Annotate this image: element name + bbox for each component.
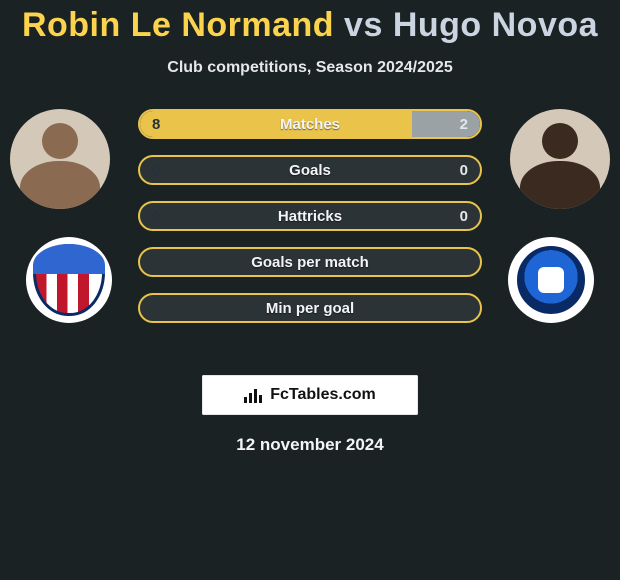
- stat-label: Min per goal: [140, 295, 480, 321]
- stat-value-right: 2: [460, 111, 468, 137]
- stat-rows: 8 Matches 2 0 Goals 0 0 Hattricks 0: [138, 109, 482, 339]
- stat-value-right: 0: [460, 157, 468, 183]
- stat-row-hattricks: 0 Hattricks 0: [138, 201, 482, 231]
- stat-row-min-per-goal: Min per goal: [138, 293, 482, 323]
- stat-value-right: 0: [460, 203, 468, 229]
- page-title: Robin Le Normand vs Hugo Novoa: [0, 6, 620, 45]
- player2-club-crest: [508, 237, 594, 323]
- stat-row-matches: 8 Matches 2: [138, 109, 482, 139]
- player2-avatar: [510, 109, 610, 209]
- title-vs: vs: [344, 6, 383, 44]
- player1-avatar: [10, 109, 110, 209]
- title-player1: Robin Le Normand: [22, 6, 334, 44]
- subtitle: Club competitions, Season 2024/2025: [0, 59, 620, 77]
- title-player2: Hugo Novoa: [393, 6, 598, 44]
- stat-row-goals-per-match: Goals per match: [138, 247, 482, 277]
- brand-badge: FcTables.com: [202, 375, 418, 415]
- stat-label: Goals per match: [140, 249, 480, 275]
- stat-label: Matches: [140, 111, 480, 137]
- alaves-crest-icon: [517, 246, 586, 315]
- atletico-crest-icon: [33, 244, 105, 316]
- player2-silhouette-icon: [510, 109, 610, 209]
- stats-area: 8 Matches 2 0 Goals 0 0 Hattricks 0: [0, 109, 620, 369]
- player1-silhouette-icon: [10, 109, 110, 209]
- bars-icon: [244, 387, 262, 403]
- comparison-card: Robin Le Normand vs Hugo Novoa Club comp…: [0, 0, 620, 580]
- stat-label: Goals: [140, 157, 480, 183]
- player1-club-crest: [26, 237, 112, 323]
- brand-text: FcTables.com: [270, 386, 376, 404]
- date-text: 12 november 2024: [0, 435, 620, 455]
- stat-row-goals: 0 Goals 0: [138, 155, 482, 185]
- stat-label: Hattricks: [140, 203, 480, 229]
